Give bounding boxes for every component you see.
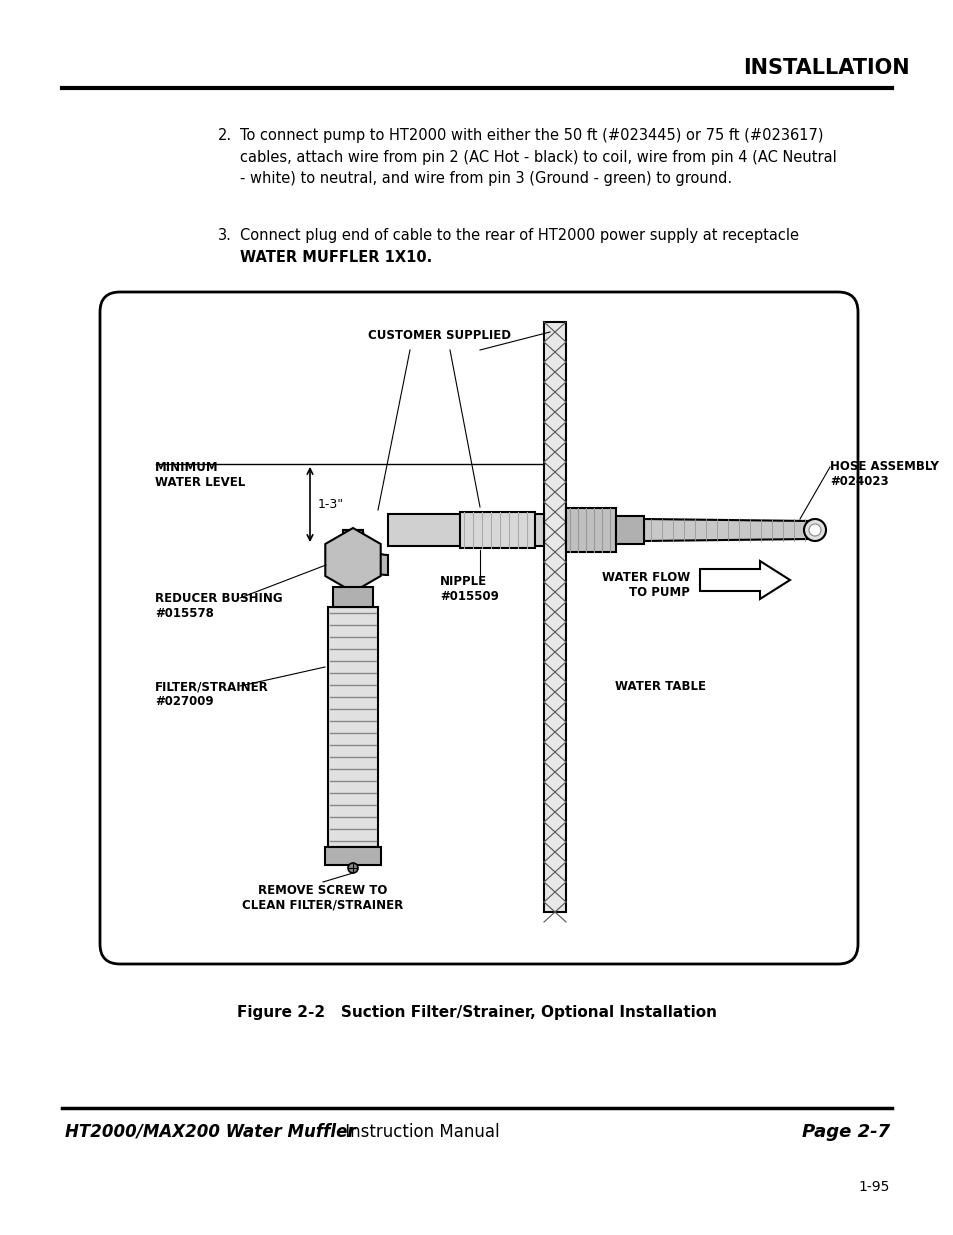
Polygon shape bbox=[643, 519, 809, 541]
Polygon shape bbox=[325, 529, 380, 592]
Text: Figure 2-2   Suction Filter/Strainer, Optional Installation: Figure 2-2 Suction Filter/Strainer, Opti… bbox=[236, 1005, 717, 1020]
Text: CUSTOMER SUPPLIED: CUSTOMER SUPPLIED bbox=[368, 329, 511, 342]
Circle shape bbox=[348, 863, 357, 873]
Bar bbox=[388, 514, 543, 546]
Bar bbox=[328, 606, 377, 847]
Bar bbox=[565, 508, 616, 552]
Bar bbox=[333, 587, 373, 606]
Text: 2.: 2. bbox=[218, 128, 232, 143]
Text: WATER FLOW
TO PUMP: WATER FLOW TO PUMP bbox=[601, 571, 689, 599]
Text: Instruction Manual: Instruction Manual bbox=[339, 1123, 499, 1141]
Polygon shape bbox=[700, 561, 789, 599]
Bar bbox=[616, 516, 643, 543]
Bar bbox=[343, 530, 363, 559]
Text: 3.: 3. bbox=[218, 228, 232, 243]
Circle shape bbox=[808, 524, 821, 536]
Text: FILTER/STRAINER
#027009: FILTER/STRAINER #027009 bbox=[154, 680, 269, 708]
Text: HOSE ASSEMBLY
#024023: HOSE ASSEMBLY #024023 bbox=[829, 459, 938, 488]
Text: WATER TABLE: WATER TABLE bbox=[615, 680, 705, 693]
Text: REDUCER BUSHING
#015578: REDUCER BUSHING #015578 bbox=[154, 592, 282, 620]
Text: NIPPLE
#015509: NIPPLE #015509 bbox=[439, 576, 498, 603]
Text: To connect pump to HT2000 with either the 50 ft (#023445) or 75 ft (#023617)
cab: To connect pump to HT2000 with either th… bbox=[240, 128, 836, 186]
Text: INSTALLATION: INSTALLATION bbox=[742, 58, 909, 78]
Bar bbox=[325, 847, 380, 864]
Text: Connect plug end of cable to the rear of HT2000 power supply at receptacle: Connect plug end of cable to the rear of… bbox=[240, 228, 799, 243]
Text: HT2000/MAX200 Water Muffler: HT2000/MAX200 Water Muffler bbox=[65, 1123, 355, 1141]
Text: MINIMUM
WATER LEVEL: MINIMUM WATER LEVEL bbox=[154, 461, 245, 489]
Circle shape bbox=[803, 519, 825, 541]
Bar bbox=[543, 322, 565, 911]
Text: Page 2-7: Page 2-7 bbox=[801, 1123, 889, 1141]
Text: REMOVE SCREW TO
CLEAN FILTER/STRAINER: REMOVE SCREW TO CLEAN FILTER/STRAINER bbox=[242, 884, 403, 911]
Polygon shape bbox=[343, 530, 388, 576]
Text: WATER MUFFLER 1X10.: WATER MUFFLER 1X10. bbox=[240, 249, 432, 266]
FancyBboxPatch shape bbox=[100, 291, 857, 965]
Bar bbox=[459, 513, 535, 548]
Text: 1-3": 1-3" bbox=[317, 498, 344, 510]
Text: 1-95: 1-95 bbox=[858, 1179, 889, 1194]
